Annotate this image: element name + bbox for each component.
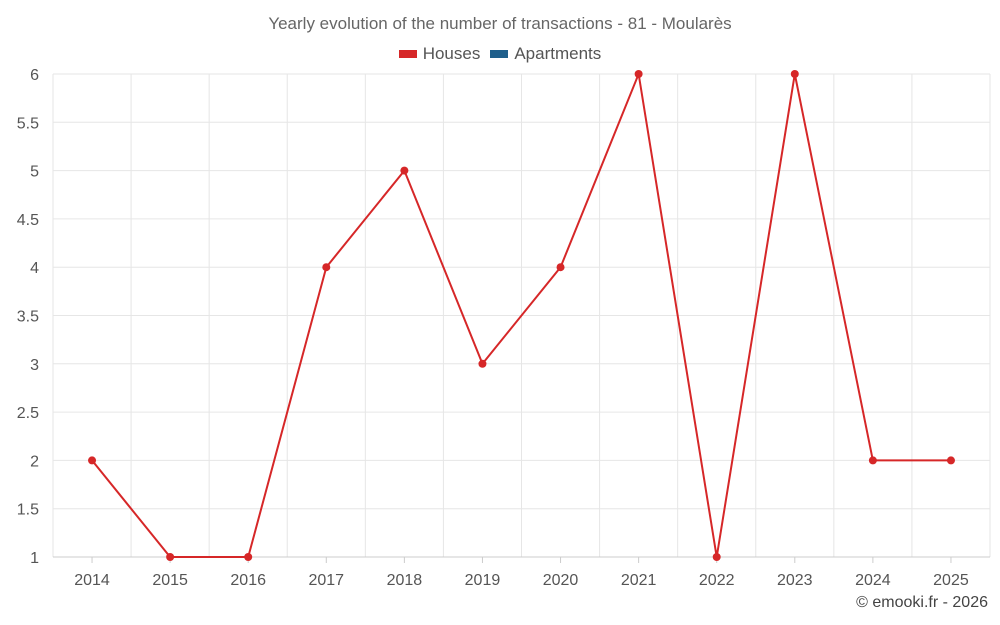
- y-tick-label: 3.5: [17, 309, 39, 326]
- x-tick-label: 2023: [777, 572, 813, 589]
- x-tick-label: 2014: [74, 572, 110, 589]
- y-tick-label: 5.5: [17, 115, 39, 132]
- y-tick-label: 5: [30, 164, 39, 181]
- legend-swatch-houses: [398, 50, 417, 58]
- y-tick-label: 1.5: [17, 502, 39, 519]
- x-tick-label: 2018: [387, 572, 423, 589]
- data-point-houses: [790, 70, 799, 78]
- credit-text: © emooki.fr - 2026: [856, 594, 988, 611]
- x-tick-label: 2019: [465, 572, 501, 589]
- legend-item-houses[interactable]: Houses: [398, 44, 481, 64]
- x-tick-label: 2021: [621, 572, 657, 589]
- series-line-houses: [91, 73, 951, 558]
- y-tick-label: 3: [30, 357, 39, 374]
- y-tick-label: 6: [30, 67, 39, 84]
- chart-legend: Houses Apartments: [0, 44, 1000, 64]
- x-tick-label: 2024: [855, 572, 891, 589]
- y-tick-label: 4.5: [17, 212, 39, 229]
- x-tick-label: 2016: [230, 572, 266, 589]
- data-point-houses: [478, 359, 487, 368]
- y-tick-label: 2: [30, 453, 39, 470]
- data-point-houses: [946, 456, 955, 465]
- data-point-houses: [88, 456, 97, 465]
- x-tick-label: 2017: [308, 572, 344, 589]
- data-point-houses: [322, 263, 331, 272]
- legend-label-houses: Houses: [422, 44, 481, 63]
- x-tick-label: 2020: [543, 572, 579, 589]
- data-point-houses: [868, 456, 877, 465]
- x-tick-label: 2022: [699, 572, 735, 589]
- data-point-houses: [556, 263, 565, 272]
- x-tick-label: 2025: [933, 572, 969, 589]
- data-point-houses: [166, 553, 175, 561]
- data-point-houses: [244, 553, 253, 561]
- y-tick-label: 1: [30, 550, 39, 567]
- legend-item-apartments[interactable]: Apartments: [490, 44, 601, 64]
- legend-label-apartments: Apartments: [514, 44, 602, 63]
- data-point-houses: [712, 553, 721, 561]
- data-point-houses: [400, 166, 409, 175]
- legend-swatch-apartments: [490, 50, 509, 58]
- y-tick-label: 4: [30, 260, 39, 277]
- x-tick-label: 2015: [152, 572, 188, 589]
- data-point-houses: [634, 70, 643, 78]
- y-tick-label: 2.5: [17, 405, 39, 422]
- chart-title: Yearly evolution of the number of transa…: [268, 14, 732, 33]
